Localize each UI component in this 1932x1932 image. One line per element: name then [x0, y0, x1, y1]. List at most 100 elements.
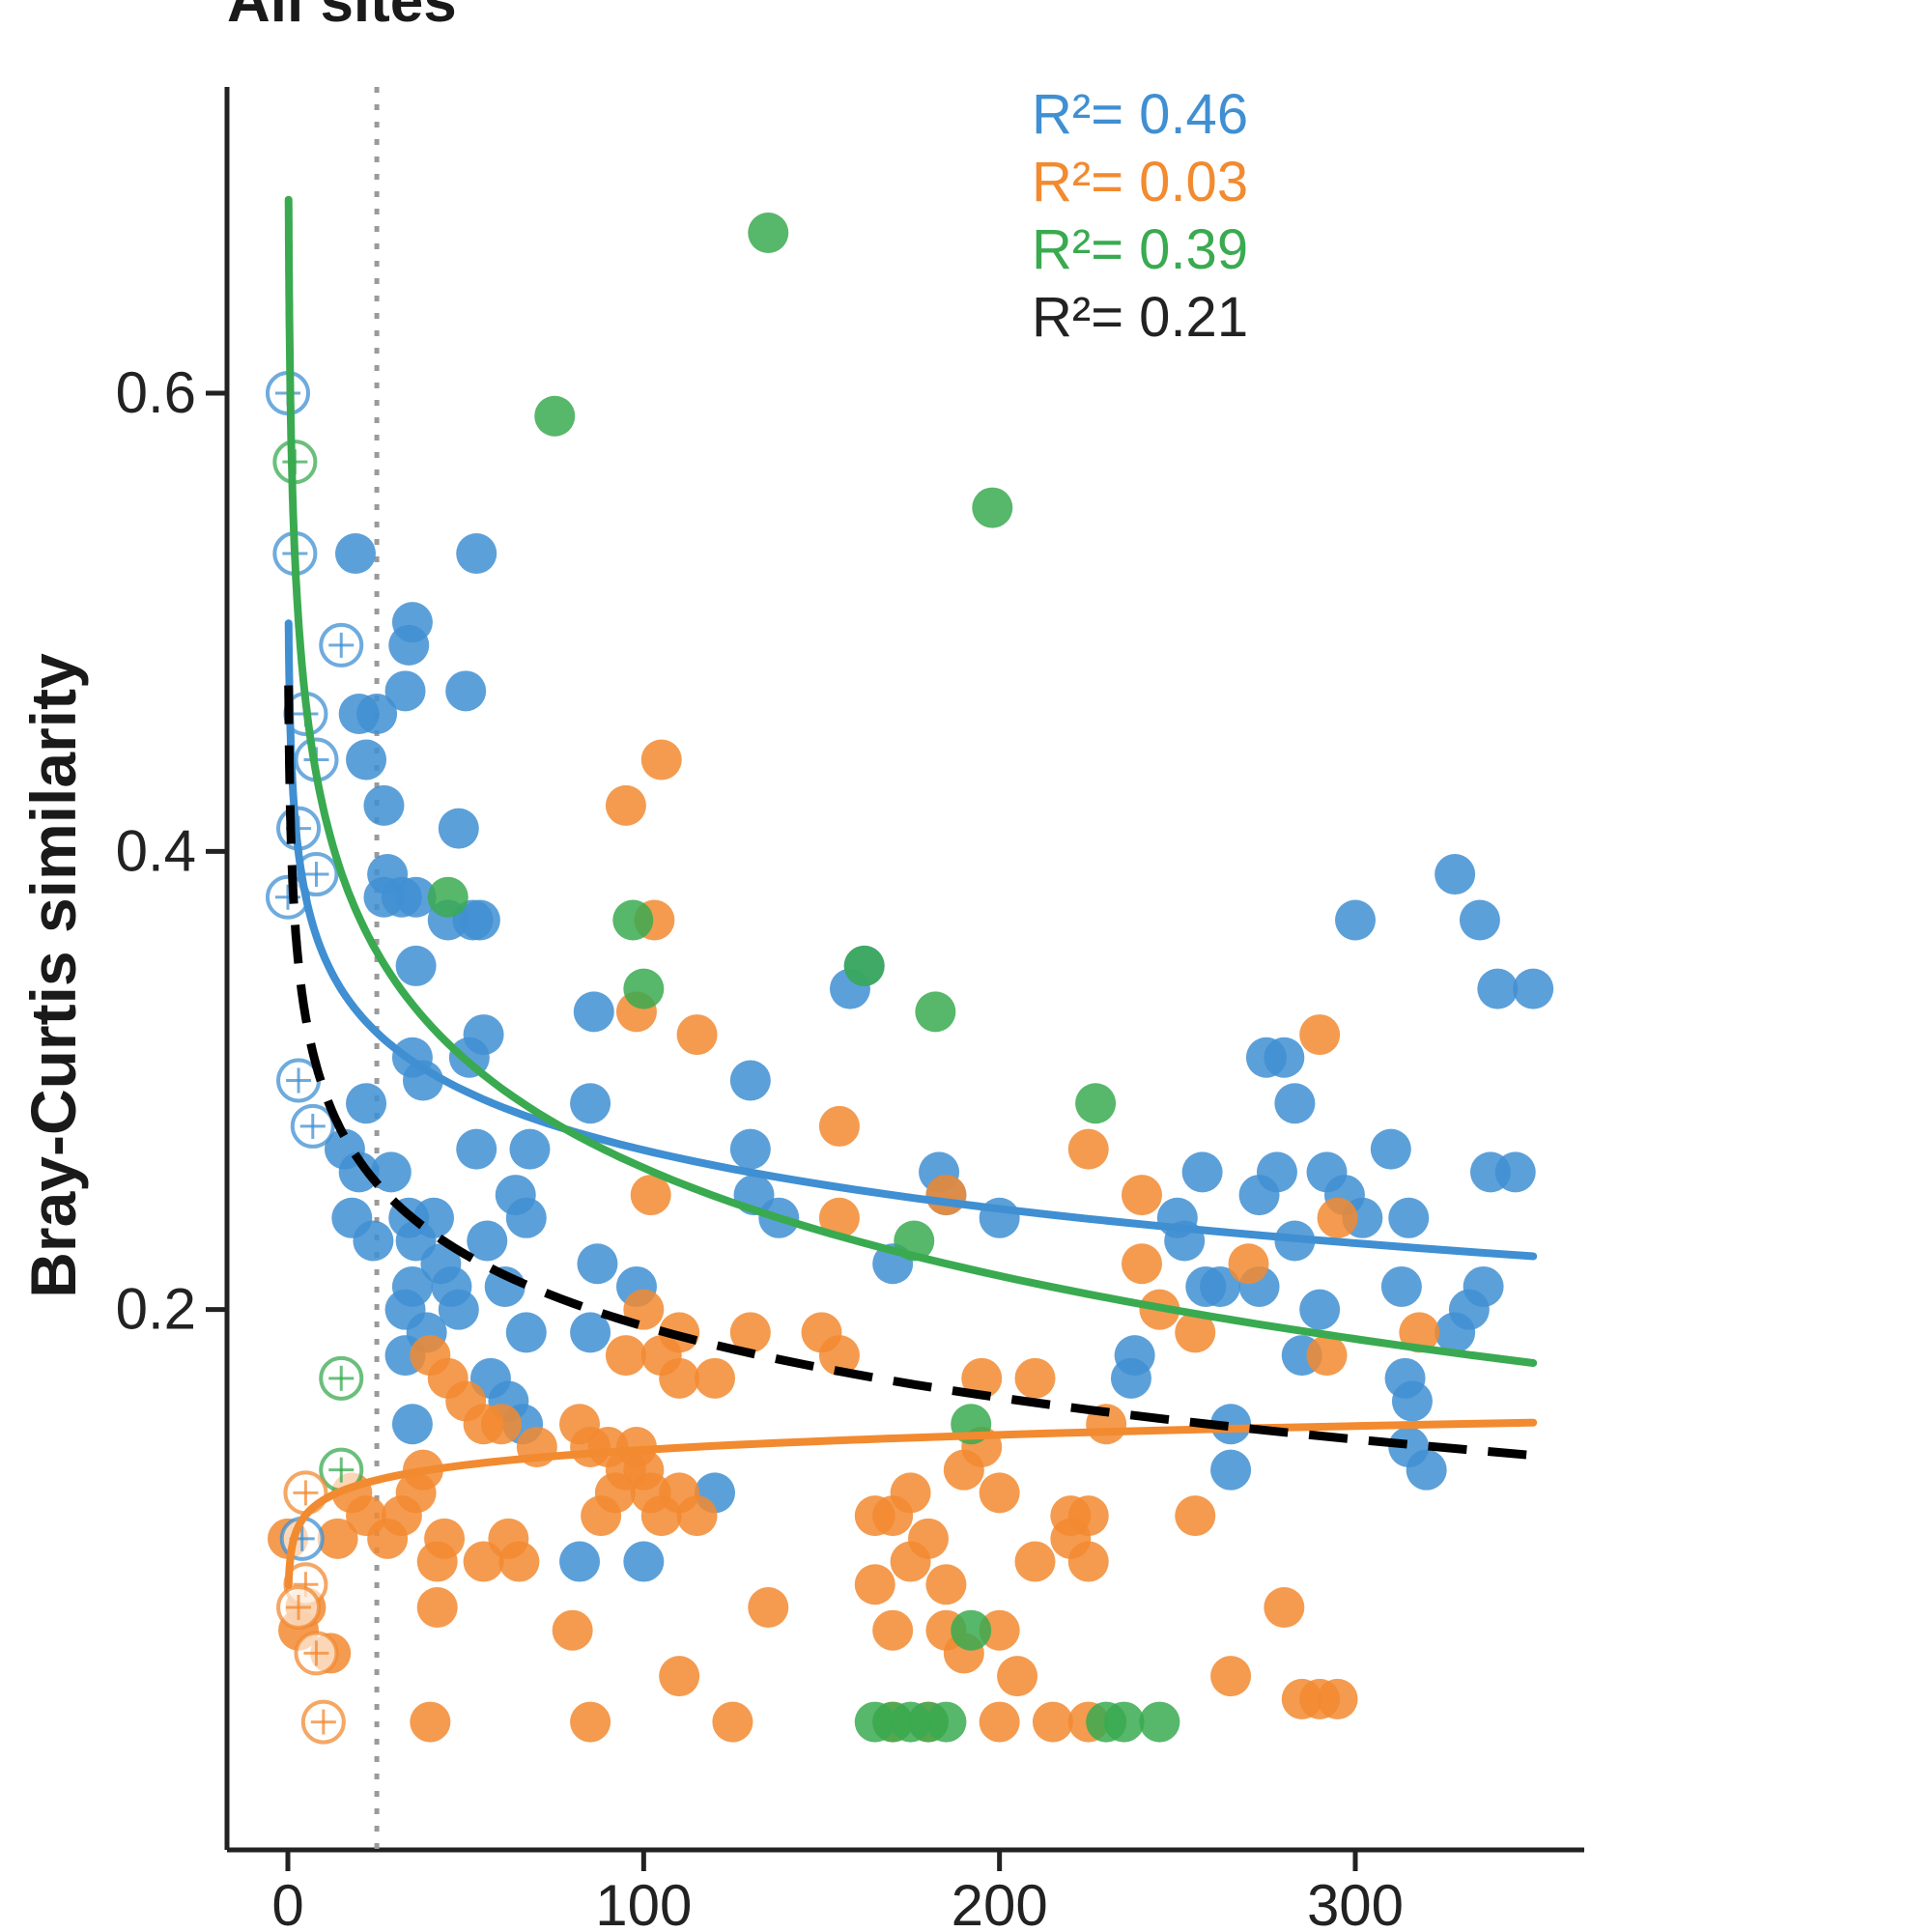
data-point	[456, 533, 497, 575]
data-point	[979, 1701, 1020, 1743]
y-tick-label: 0.4	[116, 818, 196, 883]
data-point	[915, 991, 956, 1033]
data-point	[1014, 1541, 1056, 1582]
data-point	[338, 1151, 380, 1193]
overall-fit-dashed-curve	[284, 685, 1534, 1460]
data-point	[356, 694, 398, 735]
data-point	[1370, 1128, 1411, 1170]
data-point	[1264, 1037, 1305, 1078]
data-point	[370, 1151, 412, 1193]
data-point	[951, 1609, 992, 1651]
data-point	[1210, 1656, 1252, 1697]
data-point	[1299, 1014, 1341, 1056]
data-point	[979, 1472, 1020, 1514]
data-point	[640, 739, 682, 781]
data-point	[1306, 1335, 1348, 1377]
x-tick-label: 0	[271, 1873, 303, 1932]
axes-layer: 0 100 200 300 0.2 0.4 0.6	[116, 87, 1584, 1932]
data-point	[570, 1312, 611, 1353]
data-point	[1399, 1312, 1440, 1353]
data-point	[1067, 1128, 1109, 1170]
data-point	[729, 1128, 771, 1170]
data-point	[1335, 899, 1376, 941]
data-point	[1391, 1380, 1433, 1422]
data-point	[748, 212, 789, 253]
chart-title: All sites	[227, 0, 457, 35]
r2-label: R²= 0.21	[1032, 286, 1248, 349]
data-point	[818, 1335, 860, 1377]
data-point	[1014, 1357, 1056, 1399]
data-point	[1122, 1175, 1162, 1216]
data-point	[581, 1495, 622, 1537]
data-point	[925, 1564, 967, 1605]
data-point	[317, 1518, 358, 1559]
series-fit-curve	[284, 1418, 1538, 1589]
data-point	[438, 808, 479, 849]
data-point	[363, 784, 405, 826]
data-point	[505, 1197, 547, 1238]
data-point	[1274, 1083, 1316, 1124]
data-point	[1181, 1151, 1223, 1193]
y-axis-title: Bray-Curtis similarity	[17, 653, 89, 1298]
data-point	[659, 1357, 700, 1399]
data-point	[997, 1656, 1038, 1697]
data-point	[1317, 1678, 1358, 1719]
data-point	[1256, 1151, 1297, 1193]
data-point	[395, 945, 437, 986]
data-point	[729, 1312, 771, 1353]
data-point	[1075, 1083, 1117, 1124]
data-point	[570, 1083, 611, 1124]
data-point	[334, 533, 376, 575]
data-point	[427, 876, 469, 918]
x-tick-label: 300	[1307, 1873, 1404, 1932]
data-point	[552, 1609, 593, 1651]
data-point	[384, 670, 426, 712]
data-point	[872, 1609, 914, 1651]
data-point	[498, 1541, 540, 1582]
data-point	[346, 739, 387, 781]
data-point	[416, 1541, 458, 1582]
data-point	[1210, 1449, 1252, 1491]
data-point	[1110, 1357, 1151, 1399]
data-point	[1299, 1289, 1341, 1330]
data-point	[979, 1609, 1020, 1651]
data-point	[456, 1128, 497, 1170]
data-point	[623, 1541, 665, 1582]
data-point	[1477, 968, 1519, 1009]
data-point	[818, 1105, 860, 1147]
data-point	[1494, 1151, 1536, 1193]
r2-label: R²= 0.46	[1032, 83, 1248, 146]
data-point	[1200, 1265, 1241, 1307]
y-tick-label: 0.2	[116, 1277, 196, 1342]
data-point	[961, 1357, 1003, 1399]
data-point	[353, 1220, 394, 1262]
data-point	[695, 1357, 735, 1399]
data-point	[676, 1495, 718, 1537]
data-point	[391, 1404, 433, 1445]
data-point	[1032, 1701, 1073, 1743]
data-point	[570, 1701, 611, 1743]
data-point	[1459, 899, 1500, 941]
data-point	[605, 784, 646, 826]
data-point	[729, 1060, 771, 1101]
data-point	[416, 1586, 458, 1628]
data-point	[395, 876, 437, 918]
r2-label: R²= 0.03	[1032, 151, 1248, 213]
data-point	[573, 991, 614, 1033]
data-point	[1513, 968, 1554, 1009]
data-point	[854, 1564, 895, 1605]
y-tick-label: 0.6	[116, 360, 196, 425]
data-point	[659, 1656, 700, 1697]
data-point	[605, 1335, 646, 1377]
series-points	[427, 212, 1180, 1743]
data-point	[1380, 1265, 1422, 1307]
data-point	[1435, 854, 1476, 895]
x-tick-label: 100	[595, 1873, 692, 1932]
data-point	[363, 876, 405, 918]
data-point	[1317, 1197, 1358, 1238]
data-point	[612, 899, 654, 941]
data-point	[346, 1083, 387, 1124]
data-point	[1139, 1701, 1180, 1743]
